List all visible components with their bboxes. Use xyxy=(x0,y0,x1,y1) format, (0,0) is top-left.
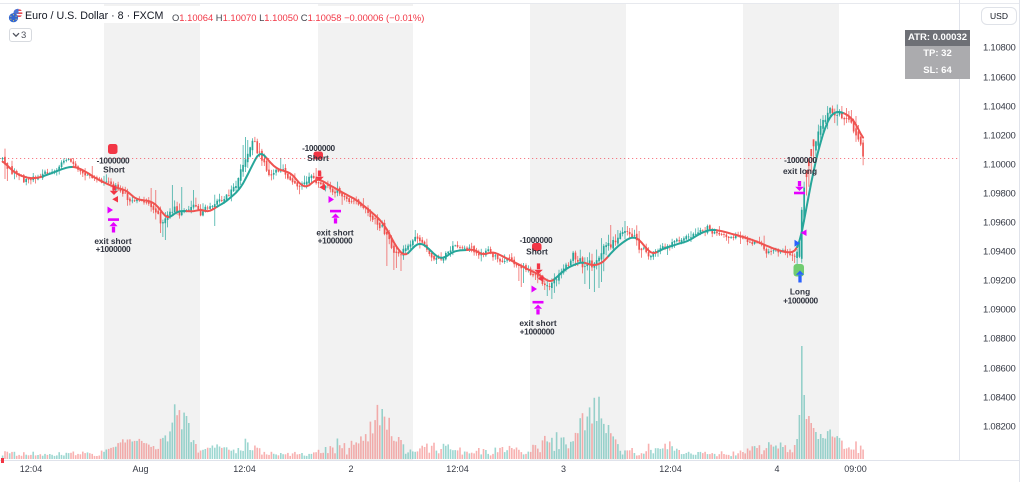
svg-text:Long: Long xyxy=(790,287,810,297)
svg-text:+1000000: +1000000 xyxy=(318,236,353,246)
svg-text:-1000000: -1000000 xyxy=(97,156,130,166)
svg-text:-1000000: -1000000 xyxy=(784,155,817,165)
svg-text:-1000000: -1000000 xyxy=(302,143,335,153)
svg-text:+1000000: +1000000 xyxy=(520,327,555,337)
svg-text:-1000000: -1000000 xyxy=(520,235,553,245)
svg-text:Short: Short xyxy=(307,153,329,163)
svg-text:exit long: exit long xyxy=(783,166,817,176)
svg-text:Short: Short xyxy=(526,247,548,257)
svg-text:exit short: exit short xyxy=(94,236,132,246)
svg-text:Short: Short xyxy=(103,165,125,175)
svg-text:exit short: exit short xyxy=(316,228,354,238)
svg-text:+1000000: +1000000 xyxy=(783,296,818,306)
svg-text:exit short: exit short xyxy=(519,318,557,328)
svg-text:+1000000: +1000000 xyxy=(96,244,131,254)
